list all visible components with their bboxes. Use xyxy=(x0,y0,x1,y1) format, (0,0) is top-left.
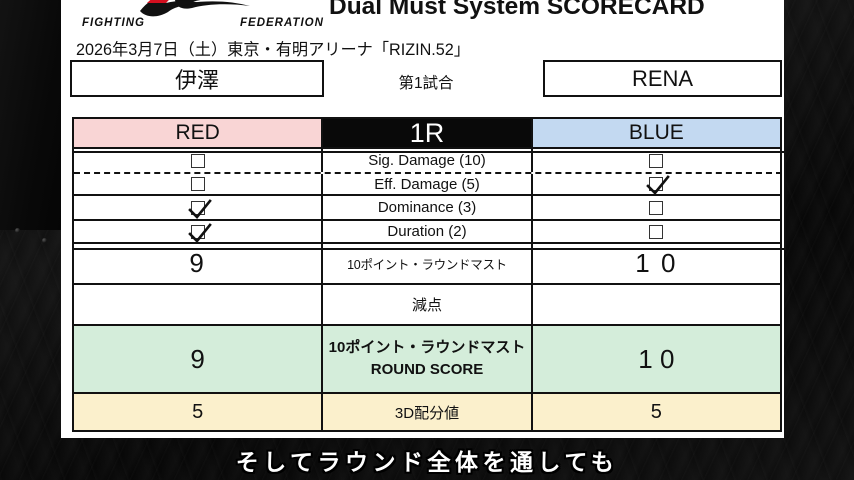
svg-text:FIGHTING: FIGHTING xyxy=(82,17,145,28)
svg-text:FEDERATION: FEDERATION xyxy=(240,17,324,28)
